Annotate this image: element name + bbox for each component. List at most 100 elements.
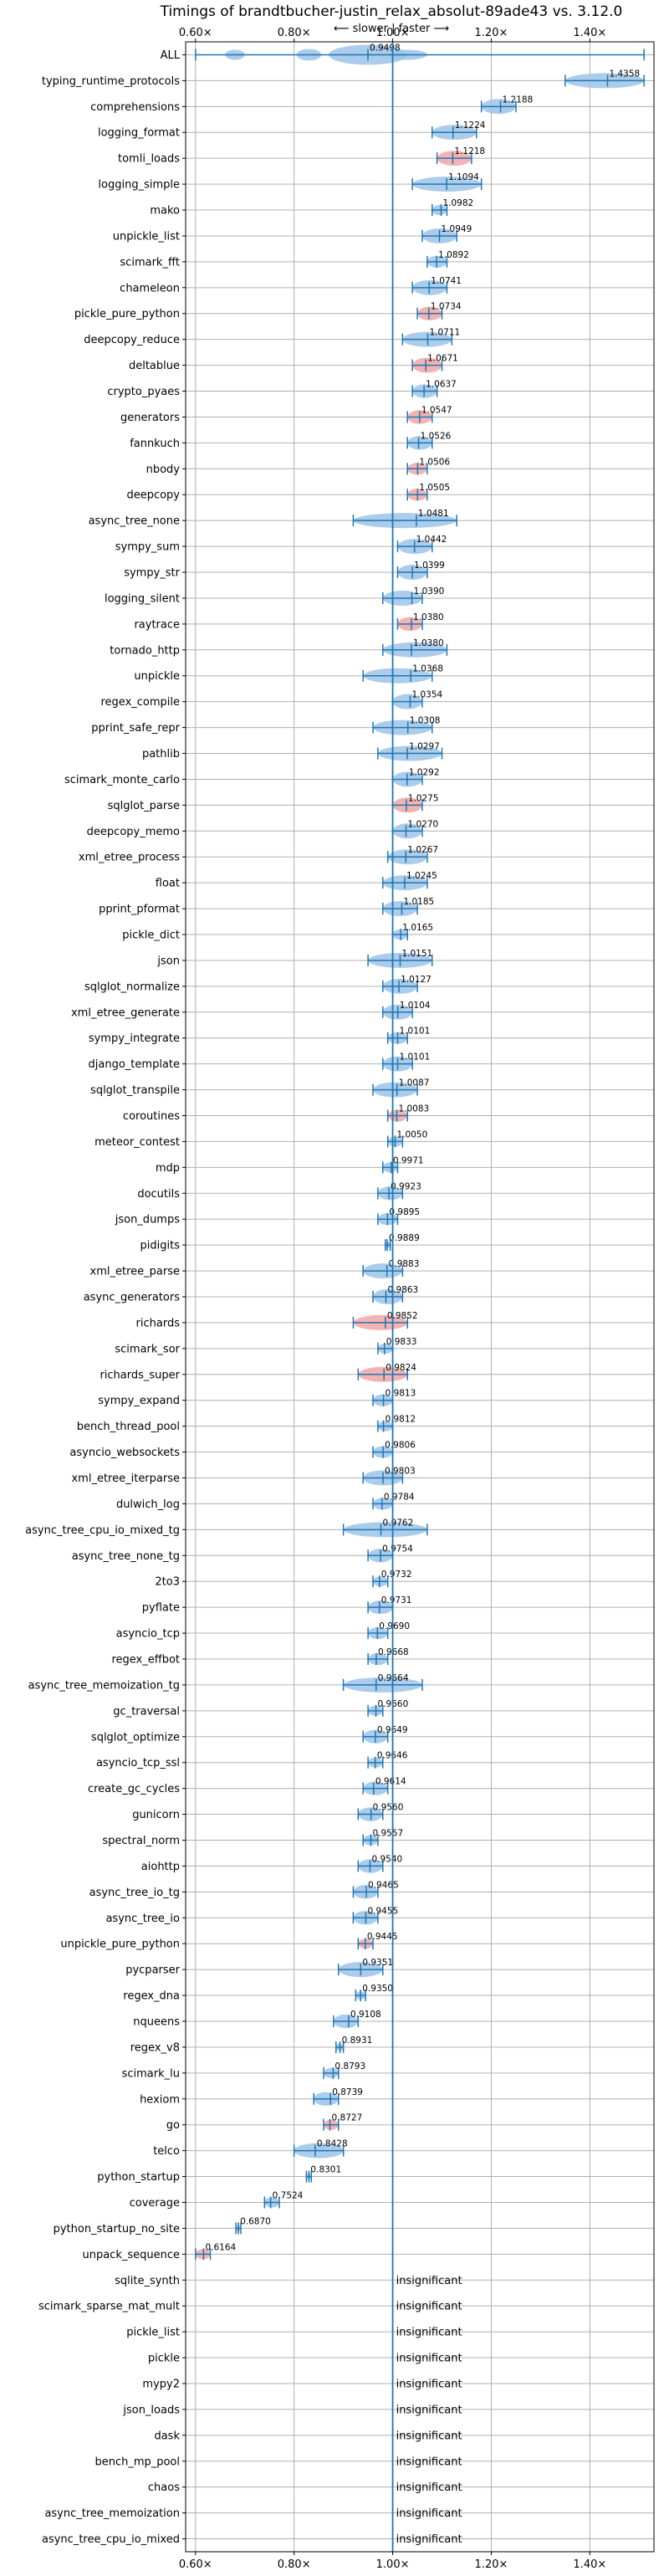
y-axis-labels: ALL typing_runtime_protocols comprehension… [25,49,186,2546]
mean-label: 0.9731 [381,1595,412,1606]
benchmark-label: tomli_loads [118,153,180,166]
mean-label: 1.0390 [414,586,445,597]
mean-label: 1.0275 [408,793,439,803]
benchmark-label: crypto_pyaes [107,386,180,398]
mean-label: 0.9540 [371,1854,402,1864]
insignificant-label: insignificant [396,2507,462,2520]
mean-label: 1.0104 [400,1001,431,1011]
benchmark-label: async_tree_io_tg [89,1887,180,1899]
benchmark-label: regex_dna [123,1990,180,2003]
mean-label: 1.0526 [421,431,452,441]
benchmark-label: async_tree_memoization_tg [28,1679,180,1692]
mean-label: 1.2188 [503,95,534,105]
mean-label: 0.8793 [334,2061,365,2072]
benchmark-label: hexiom [140,2093,180,2106]
mean-label: 1.0380 [413,612,444,622]
benchmark-label: pprint_safe_repr [91,722,180,735]
benchmark-label: xml_etree_parse [90,1266,180,1278]
benchmark-label: sqlglot_optimize [91,1731,180,1744]
mean-label: 1.0267 [407,845,438,855]
benchmark-label: aiohttp [141,1861,180,1873]
benchmark-label: mako [150,205,180,218]
benchmark-label: mypy2 [142,2378,180,2390]
mean-label: 1.0101 [400,1052,431,1063]
mean-label: 0.9732 [381,1570,412,1580]
mean-label: 1.0127 [401,975,432,985]
insignificant-label: insignificant [396,2404,462,2416]
benchmark-label: tornado_http [110,644,180,657]
benchmark-label: deepcopy [126,489,180,502]
mean-label: 0.9813 [386,1389,416,1399]
benchmark-label: async_generators [84,1292,181,1304]
mean-label: 1.0734 [431,302,462,312]
mean-label: 0.6870 [240,2216,271,2226]
mean-label: 1.0547 [421,405,452,415]
mean-label: 1.0165 [402,923,433,933]
mean-label: 1.1218 [454,146,485,156]
benchmark-label: django_template [89,1058,180,1071]
mean-label: 0.9824 [386,1363,416,1373]
insignificant-label: insignificant [396,2430,462,2442]
benchmark-label: pyflate [142,1602,180,1615]
insignificant-label: insignificant [396,2353,462,2365]
benchmark-label: logging_silent [105,592,180,605]
mean-label: 0.8727 [332,2113,363,2123]
benchmark-label: async_tree_cpu_io_mixed_tg [25,1524,180,1537]
benchmark-label: pickle_pure_python [74,308,180,320]
mean-label: 0.9806 [385,1441,416,1451]
mean-label: 1.0083 [398,1104,429,1114]
benchmark-label: chameleon [120,282,180,294]
mean-label: 0.9350 [362,1984,393,1994]
benchmark-label: pickle_list [126,2327,180,2339]
mean-label: 0.9498 [370,43,401,53]
x-tick-label-top: 1.00× [376,27,410,39]
mean-label: 0.8931 [342,2036,373,2046]
mean-label: 1.0050 [397,1129,428,1139]
benchmark-label: regex_compile [100,696,180,709]
mean-label: 0.9108 [350,2010,381,2020]
mean-label: 0.9852 [387,1311,418,1321]
mean-label: 1.0637 [426,380,457,390]
mean-label: 0.9971 [393,1155,424,1165]
benchmark-label: telco [153,2145,180,2158]
benchmark-label: async_tree_none [89,515,180,528]
benchmark-label: generators [120,412,180,424]
mean-label: 1.0711 [429,328,460,338]
x-tick-label-top: 1.40× [573,27,606,39]
x-tick-label-bottom: 1.20× [475,2558,508,2571]
mean-label: 1.0185 [403,897,434,907]
benchmark-label: unpickle_list [113,230,180,243]
mean-label: 0.9690 [379,1621,410,1631]
benchmark-label: json_dumps [115,1214,180,1227]
insignificant-label: insignificant [396,2378,462,2390]
benchmark-label: scimark_lu [122,2067,180,2080]
mean-label: 0.9863 [388,1285,419,1295]
benchmark-label: pidigits [140,1240,181,1252]
benchmark-label: pprint_pformat [99,904,180,916]
benchmark-label: xml_etree_process [79,852,180,864]
benchmark-label: deepcopy_reduce [84,334,180,346]
mean-label: 1.0982 [442,198,473,208]
benchmark-label: regex_v8 [130,2041,180,2054]
benchmark-label: comprehensions [90,101,180,114]
insignificant-label: insignificant [396,2301,462,2313]
benchmark-label: pickle_dict [122,930,180,942]
x-tick-label-bottom: 1.00× [376,2558,410,2571]
benchmark-label: regex_effbot [111,1653,180,1666]
benchmark-label: json_loads [122,2404,180,2416]
benchmark-label: richards [136,1317,181,1329]
benchmark-label: sympy_str [124,567,180,580]
mean-label: 1.0270 [407,819,438,829]
benchmark-label: logging_format [98,127,180,140]
benchmark-label: fannkuch [130,438,180,450]
benchmark-label: asyncio_websockets [69,1447,180,1459]
mean-label: 1.0892 [438,250,469,260]
benchmark-label: float [156,878,180,890]
benchmark-label: unpickle_pure_python [60,1938,180,1951]
mean-label: 0.8739 [332,2087,363,2097]
benchmark-label: richards_super [100,1369,180,1381]
benchmark-label: sympy_integrate [89,1032,180,1045]
insignificant-label: insignificant [396,2327,462,2339]
benchmark-label: pathlib [142,748,180,761]
insignificant-label: insignificant [396,2275,462,2287]
